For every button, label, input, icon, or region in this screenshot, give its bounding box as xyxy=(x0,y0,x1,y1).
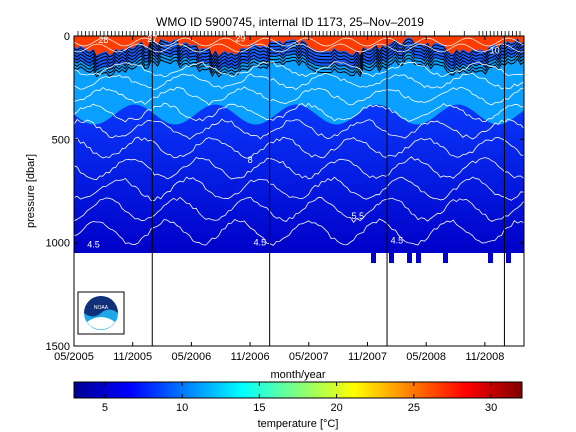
surface-contour xyxy=(74,43,524,53)
surface-contour xyxy=(74,37,524,47)
thermocline-contour xyxy=(74,51,524,72)
x-tick-label: 11/2005 xyxy=(113,351,152,363)
colorbar-ticks: 5 10 15 20 25 30 xyxy=(102,382,497,414)
contour-label: 27 xyxy=(147,34,157,44)
colorbar xyxy=(73,381,523,399)
year-boundary-lines xyxy=(151,36,505,346)
deep-profile-notch xyxy=(407,253,412,263)
isotherm-contour xyxy=(74,72,524,91)
profile-ticks xyxy=(77,31,521,36)
contour-label: 5.5 xyxy=(351,211,364,221)
deep-profile-notch xyxy=(416,253,421,263)
contour-labels: 28 27 29 8 5.5 4.5 4.5 4.5 10 xyxy=(87,33,499,249)
thermocline-contour xyxy=(74,54,524,75)
x-tick-label: 11/2008 xyxy=(465,351,504,363)
y-tick-label: 1000 xyxy=(46,238,70,250)
deep-profile-notch xyxy=(371,253,376,263)
x-tick-label: 11/2006 xyxy=(231,351,270,363)
y-tick-label: 500 xyxy=(52,134,70,146)
deep-profile-notch xyxy=(389,253,394,263)
deep-profile-notch xyxy=(506,253,511,263)
colorbar-tick-label: 5 xyxy=(102,402,108,414)
chart-title: WMO ID 5900745, internal ID 1173, 25–Nov… xyxy=(156,15,424,29)
isotherm-contour xyxy=(74,176,524,202)
contour-label: 29 xyxy=(235,33,245,43)
thermocline-contour xyxy=(74,41,524,62)
colorbar-label: temperature [°C] xyxy=(258,418,339,430)
y-tick-label: 1500 xyxy=(46,341,70,353)
deep-profile-notches xyxy=(371,253,511,263)
contour-label: 4.5 xyxy=(254,238,267,248)
contour-label: 8 xyxy=(248,155,253,165)
x-axis-label: month/year xyxy=(270,369,325,381)
axes-frame xyxy=(73,35,525,347)
colorbar-tick-label: 15 xyxy=(253,402,265,414)
y-tick-label: 0 xyxy=(64,31,70,43)
isotherm-contours xyxy=(74,37,524,246)
isotherm-contour xyxy=(74,218,524,246)
contour-label: 4.5 xyxy=(391,236,404,246)
isotherm-contour xyxy=(74,61,524,78)
colorbar-tick-label: 20 xyxy=(330,402,342,414)
contour-label: 28 xyxy=(98,35,108,45)
noaa-logo: NOAA xyxy=(77,291,125,335)
thermocline-contour xyxy=(74,44,524,65)
isotherm-contour xyxy=(74,102,524,123)
contour-label: 4.5 xyxy=(87,240,100,250)
thermocline-contour xyxy=(74,38,524,59)
noaa-logo-text: NOAA xyxy=(94,305,109,311)
x-axis: 05/2005 11/2005 05/2006 11/2006 05/2007 11/20… xyxy=(54,36,504,363)
deep-profile-notch xyxy=(443,253,448,263)
y-axis-label: pressure [dbar] xyxy=(25,154,37,228)
x-tick-label: 11/2007 xyxy=(348,351,387,363)
mixed-layer-field xyxy=(74,36,524,56)
x-tick-label: 05/2008 xyxy=(406,351,446,363)
x-tick-label: 05/2006 xyxy=(172,351,212,363)
isotherm-contour xyxy=(74,118,524,140)
contour-label: 10 xyxy=(490,45,500,55)
colorbar-tick-label: 25 xyxy=(408,402,420,414)
deep-profile-notch xyxy=(488,253,493,263)
isotherm-contour xyxy=(74,196,524,223)
thermocline-contour xyxy=(74,48,524,68)
isotherm-contour xyxy=(74,86,524,106)
y-axis: 0 500 1000 1500 xyxy=(46,31,524,353)
colorbar-tick-label: 10 xyxy=(176,402,188,414)
isotherm-contour xyxy=(74,156,524,181)
colorbar-tick-label: 30 xyxy=(485,402,497,414)
isotherm-contour xyxy=(74,136,524,159)
x-tick-label: 05/2005 xyxy=(54,351,94,363)
x-tick-label: 05/2007 xyxy=(289,351,329,363)
